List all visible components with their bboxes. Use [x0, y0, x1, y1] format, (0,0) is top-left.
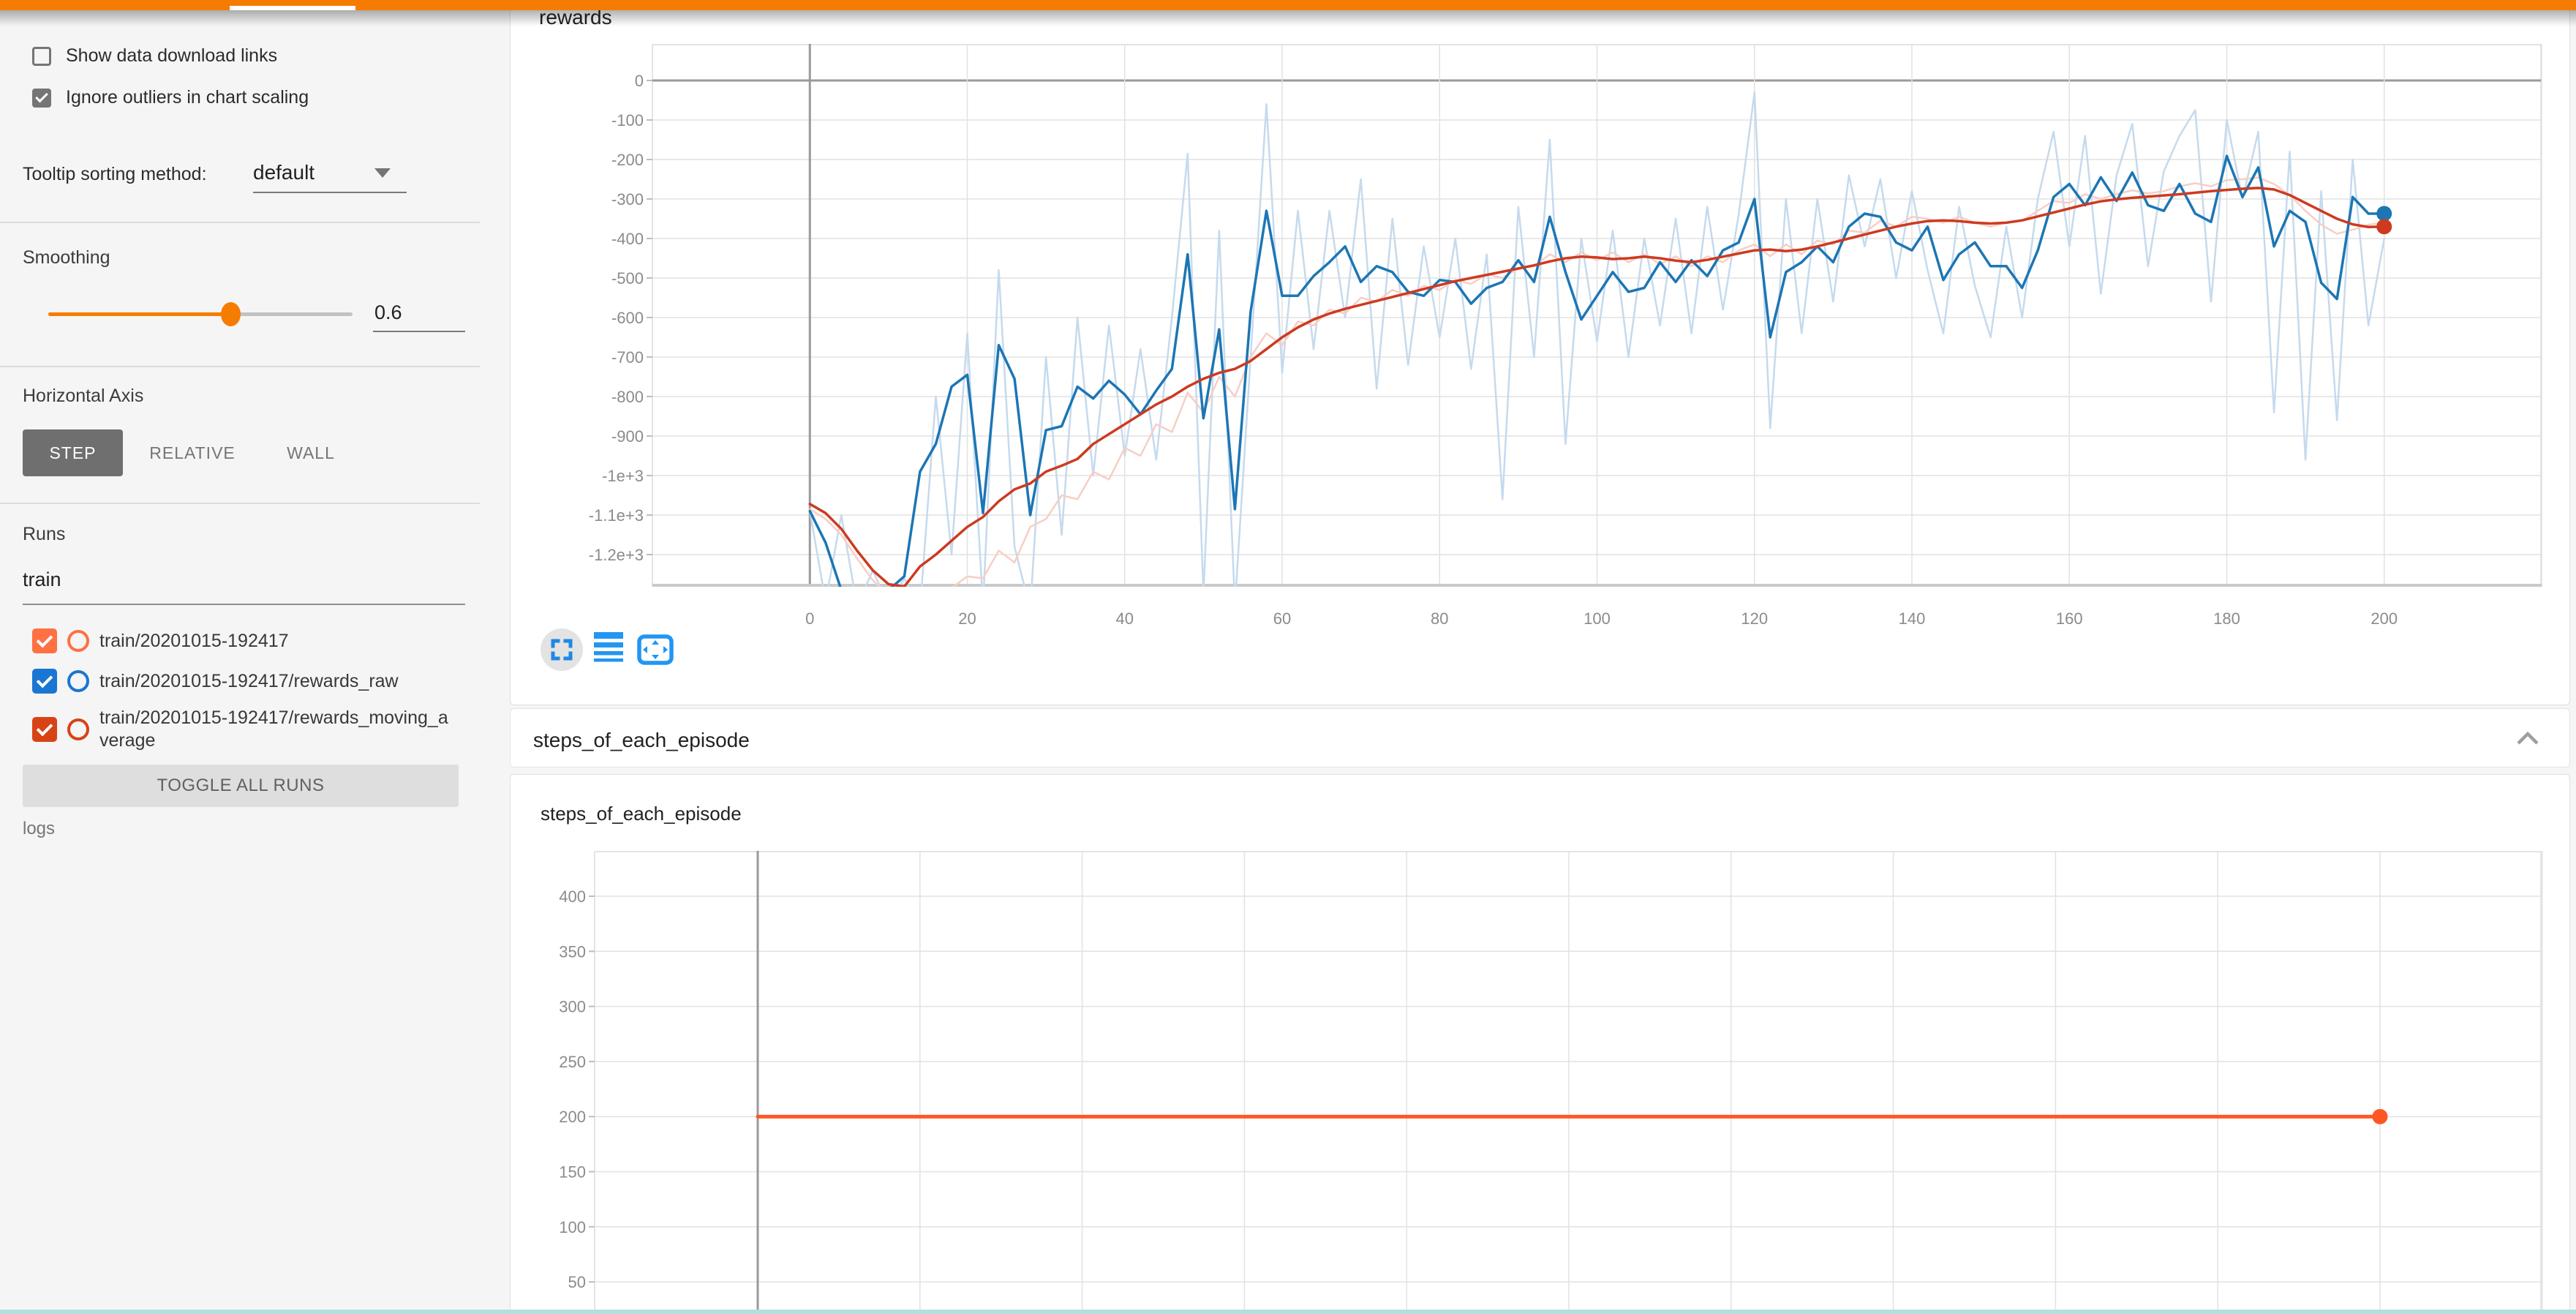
run-label: train/20201015-192417/rewards_raw — [99, 670, 399, 691]
x-tick-label: 180 — [2213, 609, 2240, 628]
logdir-label: logs — [23, 819, 56, 838]
x-tick-label: 80 — [1431, 609, 1448, 628]
y-tick-label: 300 — [559, 998, 586, 1016]
divider — [0, 366, 480, 367]
axis-relative-button[interactable]: RELATIVE — [149, 443, 236, 462]
section-title: steps_of_each_episode — [533, 729, 750, 751]
run-checkbox[interactable] — [32, 716, 57, 742]
x-tick-label: 160 — [2056, 609, 2083, 628]
header-shadow — [0, 10, 2576, 26]
steps-of-each-episode-chart[interactable]: 400 350 300 250 200 150 100 50 — [541, 851, 2543, 1314]
chart-title: steps_of_each_episode — [541, 803, 742, 825]
series-end-dot — [2376, 219, 2392, 235]
fit-domain-icon[interactable] — [637, 634, 674, 665]
x-tick-label: 100 — [1583, 609, 1611, 628]
y-tick-label: -300 — [611, 190, 644, 209]
x-tick-label: 200 — [2370, 609, 2398, 628]
y-tick-label: 200 — [559, 1108, 586, 1126]
divider — [0, 222, 480, 223]
checkmark-icon — [36, 631, 53, 648]
x-tick-label: 40 — [1116, 609, 1134, 628]
checkbox-label: Ignore outliers in chart scaling — [66, 87, 309, 108]
dropdown-underline — [253, 192, 407, 193]
smoothing-slider-fill — [48, 312, 230, 316]
section-header[interactable] — [510, 708, 2570, 767]
x-tick-label: 20 — [958, 609, 976, 628]
y-tick-label: -1.2e+3 — [589, 546, 644, 564]
fullscreen-icon[interactable] — [551, 639, 573, 661]
y-tick-label: -900 — [611, 427, 644, 446]
smoothing-label: Smoothing — [23, 247, 110, 268]
run-label: train/20201015-192417/rewards_moving_ave… — [99, 707, 448, 751]
show-download-links-row: Show data download links — [32, 45, 277, 67]
x-tick-label: 0 — [805, 609, 814, 628]
y-tick-label: 400 — [559, 887, 586, 906]
runs-label: Runs — [23, 524, 66, 544]
y-tick-label: 250 — [559, 1053, 586, 1071]
app-header-bar — [0, 0, 2576, 10]
series-end-dot — [2372, 1108, 2388, 1125]
y-tick-label: -1e+3 — [602, 467, 644, 485]
bottom-scroll-strip — [0, 1310, 2576, 1314]
checkmark-icon — [36, 671, 53, 688]
y-tick-label: -200 — [611, 151, 644, 169]
horizontal-axis-label: Horizontal Axis — [23, 386, 144, 406]
toggle-all-runs-button[interactable]: TOGGLE ALL RUNS — [23, 765, 459, 807]
series-line — [808, 154, 2386, 587]
run-row: train/20201015-192417 — [32, 628, 289, 653]
series-line — [809, 91, 2386, 587]
tooltip-sorting-label: Tooltip sorting method: — [23, 164, 207, 184]
y-tick-label: -100 — [611, 111, 644, 129]
y-tick-label: 0 — [635, 72, 644, 90]
show-data-download-links-checkbox[interactable] — [32, 46, 51, 66]
checkbox-label: Show data download links — [66, 45, 278, 66]
x-tick-label: 140 — [1899, 609, 1926, 628]
steps-card — [510, 774, 2570, 1314]
series-end-dot — [2376, 206, 2392, 222]
run-radio-icon[interactable] — [67, 630, 89, 652]
collapse-chevron-icon[interactable] — [2516, 731, 2539, 746]
icon-hover-circle — [541, 628, 583, 671]
checkmark-icon — [35, 89, 48, 102]
y-tick-label: -1.1e+3 — [589, 506, 644, 525]
rewards-chart[interactable]: 0 -100 -200 -300 -400 -500 -600 -700 -800 -900 -1e… — [541, 44, 2542, 673]
smoothing-value[interactable]: 0.6 — [374, 301, 402, 323]
y-tick-label: -600 — [611, 309, 644, 327]
plot-border — [594, 851, 2542, 1314]
run-label: train/20201015-192417 — [99, 630, 289, 651]
y-tick-label: 150 — [559, 1163, 586, 1182]
runs-filter-underline — [23, 604, 465, 605]
active-tab-indicator — [230, 6, 355, 10]
smoothing-value-underline — [373, 331, 465, 332]
tooltip-sorting-dropdown[interactable]: default — [253, 161, 315, 184]
run-radio-icon[interactable] — [67, 670, 89, 692]
y-tick-label: 50 — [568, 1273, 586, 1291]
y-tick-label: -800 — [611, 388, 644, 406]
y-tick-label: 100 — [559, 1218, 586, 1236]
series-line — [808, 187, 2386, 587]
dropdown-caret-icon[interactable] — [374, 168, 391, 178]
run-row: train/20201015-192417/rewards_moving_ave… — [32, 707, 449, 751]
y-tick-label: -500 — [611, 269, 644, 288]
ignore-outliers-row: Ignore outliers in chart scaling — [32, 87, 309, 108]
runs-filter-input[interactable] — [23, 563, 432, 596]
run-checkbox[interactable] — [32, 628, 57, 653]
axis-step-button[interactable]: STEP — [23, 429, 123, 476]
y-tick-label: -700 — [611, 348, 644, 367]
y-tick-label: 350 — [559, 942, 586, 961]
ignore-outliers-checkbox[interactable] — [32, 88, 51, 108]
x-tick-label: 120 — [1741, 609, 1768, 628]
checkmark-icon — [36, 719, 53, 736]
run-checkbox[interactable] — [32, 669, 57, 694]
y-tick-label: -400 — [611, 230, 644, 248]
axis-wall-button[interactable]: WALL — [287, 443, 335, 462]
smoothing-slider-knob[interactable] — [221, 302, 241, 326]
sidebar: Show data download links Ignore outliers… — [0, 10, 509, 1314]
run-radio-icon[interactable] — [67, 718, 89, 740]
run-row: train/20201015-192417/rewards_raw — [32, 669, 399, 694]
x-tick-label: 60 — [1273, 609, 1291, 628]
log-scale-icon[interactable] — [594, 632, 623, 666]
divider — [0, 503, 480, 504]
